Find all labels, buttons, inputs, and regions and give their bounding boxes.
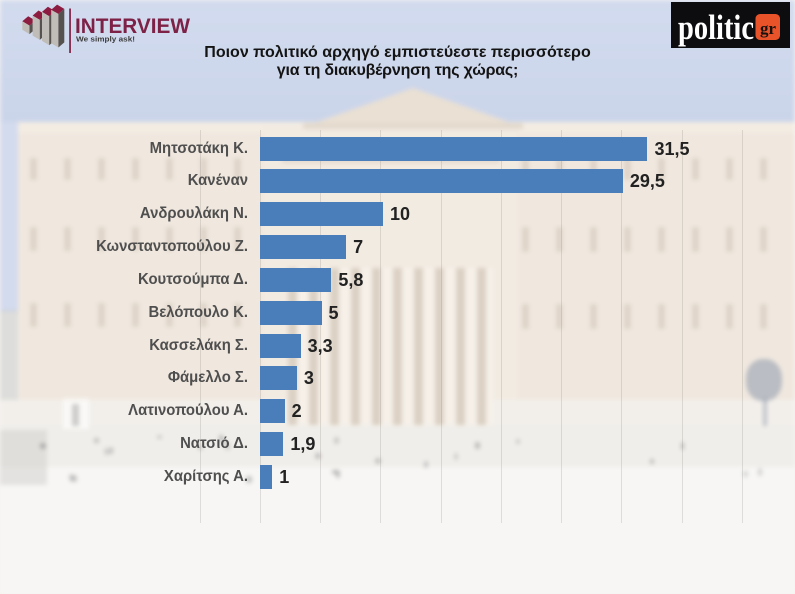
svg-text:politic: politic	[678, 8, 754, 47]
svg-text:We simply ask!: We simply ask!	[76, 35, 135, 44]
svg-text:INTERVIEW: INTERVIEW	[75, 15, 190, 38]
svg-text:gr: gr	[760, 19, 776, 38]
